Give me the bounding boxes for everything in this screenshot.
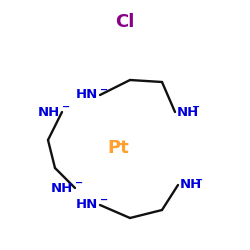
Text: Pt: Pt — [107, 139, 129, 157]
Text: HN: HN — [76, 88, 98, 102]
Text: NH: NH — [177, 106, 199, 118]
Text: HN: HN — [76, 198, 98, 211]
Text: −: − — [75, 178, 83, 188]
Text: −: − — [195, 175, 203, 185]
Text: Cl: Cl — [115, 13, 135, 31]
Text: −: − — [100, 85, 108, 95]
Text: −: − — [100, 195, 108, 205]
Text: NH: NH — [180, 178, 202, 192]
Text: NH: NH — [38, 106, 60, 118]
Text: −: − — [192, 102, 200, 112]
Text: −: − — [62, 102, 70, 112]
Text: NH: NH — [51, 182, 73, 194]
